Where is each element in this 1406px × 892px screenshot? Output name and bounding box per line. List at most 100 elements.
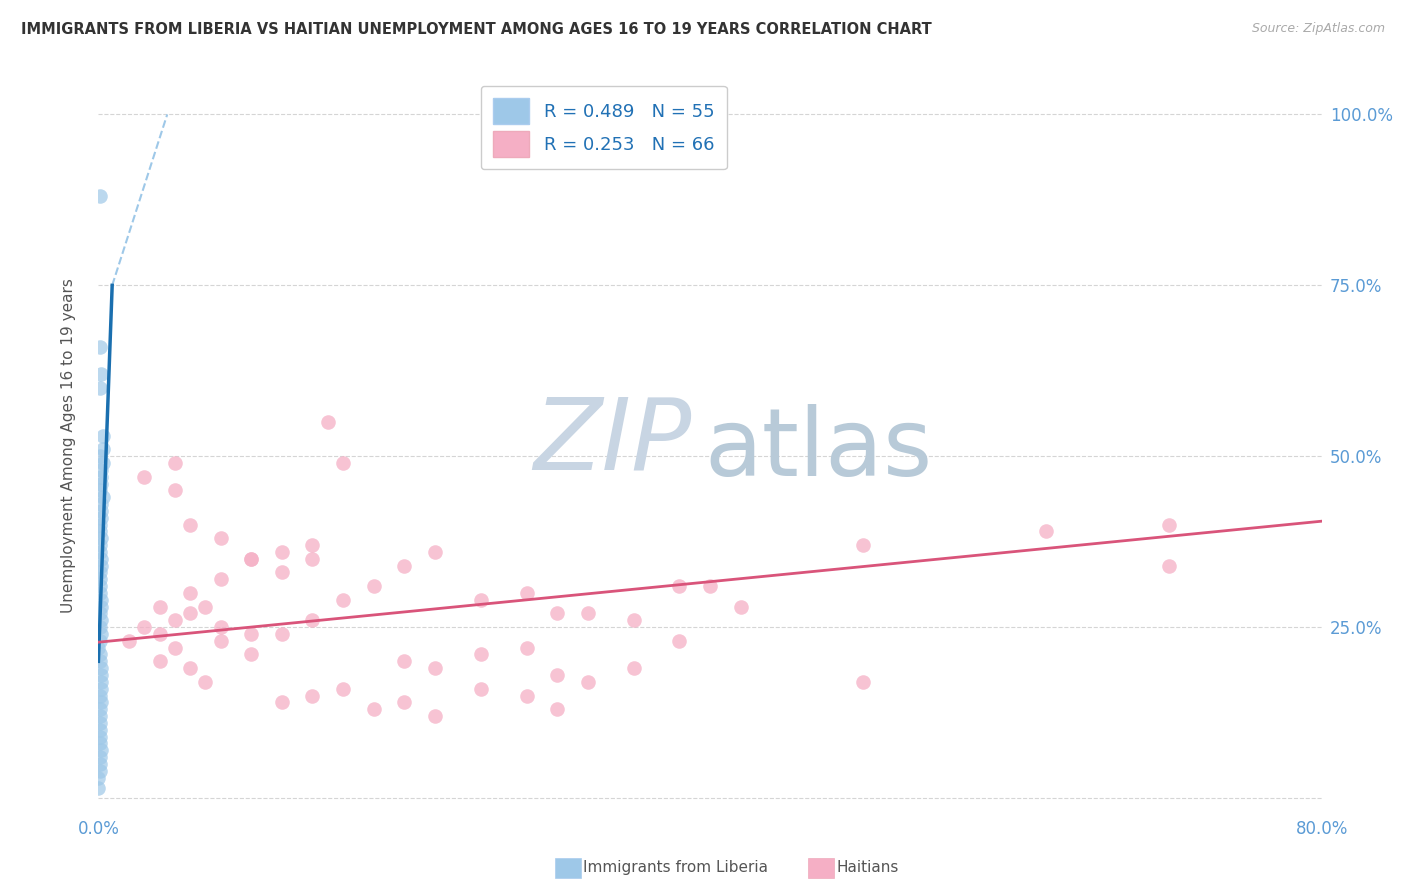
Point	[90, 463, 112, 477]
Point	[90, 627, 112, 641]
Point	[91, 442, 114, 457]
Point	[89, 633, 111, 648]
Point	[163, 456, 186, 470]
Point	[516, 689, 538, 703]
Text: ZIP: ZIP	[533, 394, 692, 491]
Point	[179, 517, 201, 532]
Point	[89, 709, 111, 723]
Point	[423, 661, 446, 675]
Point	[89, 586, 111, 600]
Point	[392, 558, 416, 573]
Point	[623, 613, 645, 627]
Point	[90, 469, 112, 483]
Point	[576, 607, 599, 621]
Point	[90, 504, 112, 518]
Point	[89, 702, 111, 716]
Point	[301, 689, 323, 703]
Text: Source: ZipAtlas.com: Source: ZipAtlas.com	[1251, 22, 1385, 36]
Point	[699, 579, 721, 593]
Point	[470, 648, 492, 662]
Point	[163, 613, 186, 627]
Point	[89, 545, 111, 559]
Point	[668, 579, 690, 593]
Point	[1157, 517, 1180, 532]
Point	[90, 681, 112, 696]
Point	[89, 340, 111, 354]
Point	[470, 592, 492, 607]
Point	[91, 490, 114, 504]
Legend: R = 0.489   N = 55, R = 0.253   N = 66: R = 0.489 N = 55, R = 0.253 N = 66	[481, 86, 727, 169]
Point	[1035, 524, 1057, 539]
Point	[134, 620, 156, 634]
Point	[89, 189, 111, 203]
Point	[134, 469, 156, 483]
Point	[89, 750, 111, 764]
Point	[89, 648, 111, 662]
Point	[516, 640, 538, 655]
Point	[668, 633, 690, 648]
Point	[332, 681, 354, 696]
Point	[89, 607, 111, 621]
Point	[90, 668, 112, 682]
Point	[91, 429, 114, 443]
Point	[240, 551, 263, 566]
Point	[89, 538, 111, 552]
Point	[363, 579, 385, 593]
Point	[90, 510, 112, 524]
Point	[270, 566, 292, 580]
Point	[89, 689, 111, 703]
Point	[270, 545, 292, 559]
Point	[209, 633, 232, 648]
Point	[270, 695, 292, 709]
Point	[546, 607, 568, 621]
Point	[90, 743, 112, 757]
Point	[90, 613, 112, 627]
Point	[163, 640, 186, 655]
Point	[90, 551, 112, 566]
Point	[423, 709, 446, 723]
Point	[1157, 558, 1180, 573]
Point	[194, 674, 217, 689]
Point	[332, 456, 354, 470]
Point	[546, 702, 568, 716]
Point	[90, 368, 112, 382]
Point	[89, 654, 111, 668]
Point	[209, 531, 232, 545]
Point	[301, 613, 323, 627]
Point	[270, 627, 292, 641]
Point	[91, 456, 114, 470]
Point	[89, 572, 111, 586]
Point	[89, 483, 111, 498]
Point	[89, 517, 111, 532]
Point	[546, 668, 568, 682]
Point	[89, 764, 111, 778]
Point	[163, 483, 186, 498]
Point	[363, 702, 385, 716]
Point	[301, 551, 323, 566]
Point	[89, 730, 111, 744]
Point	[852, 674, 875, 689]
Point	[623, 661, 645, 675]
Point	[87, 640, 110, 655]
Point	[316, 415, 339, 429]
Point	[87, 780, 110, 795]
Point	[89, 449, 111, 463]
Point	[149, 654, 172, 668]
Point	[240, 627, 263, 641]
Point	[90, 476, 112, 491]
Text: Haitians: Haitians	[837, 860, 898, 874]
Point	[301, 538, 323, 552]
Point	[149, 599, 172, 614]
Point	[90, 661, 112, 675]
Point	[87, 771, 110, 785]
Point	[209, 572, 232, 586]
Point	[852, 538, 875, 552]
Point	[576, 674, 599, 689]
Point	[89, 723, 111, 737]
Point	[730, 599, 752, 614]
Point	[179, 661, 201, 675]
Point	[90, 599, 112, 614]
Text: IMMIGRANTS FROM LIBERIA VS HAITIAN UNEMPLOYMENT AMONG AGES 16 TO 19 YEARS CORREL: IMMIGRANTS FROM LIBERIA VS HAITIAN UNEMP…	[21, 22, 932, 37]
Point	[90, 531, 112, 545]
Point	[149, 627, 172, 641]
